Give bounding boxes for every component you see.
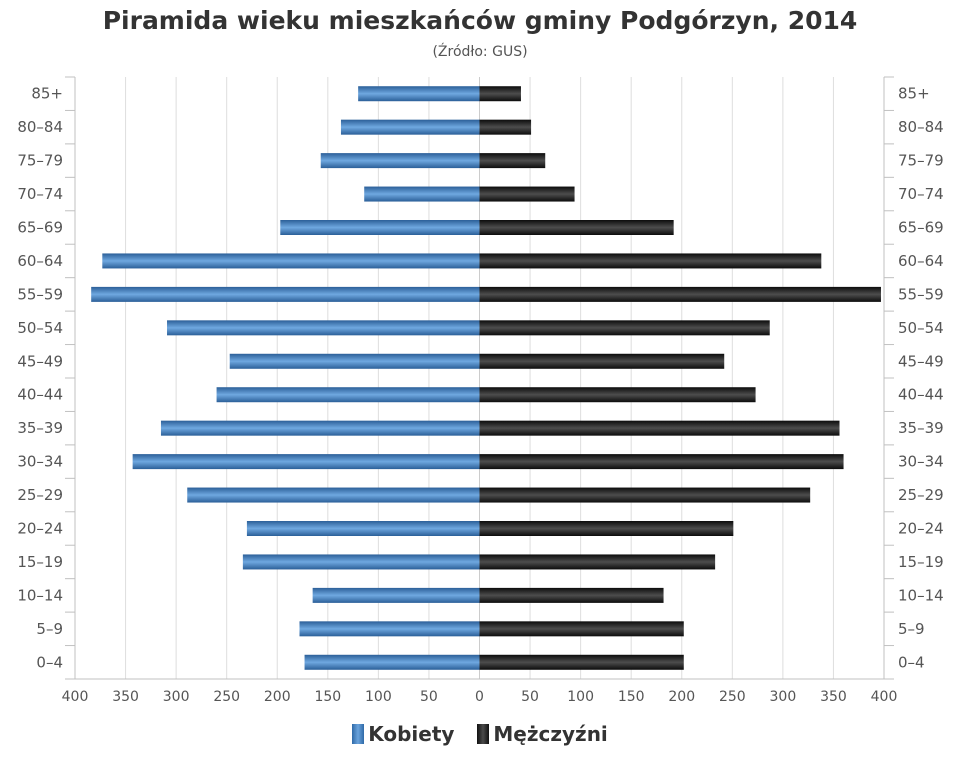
bar-mezczyzni bbox=[479, 286, 881, 302]
bar-mezczyzni bbox=[479, 353, 725, 369]
legend-swatch-mezczyzni bbox=[477, 724, 490, 744]
category-label-left: 15–19 bbox=[17, 553, 63, 571]
x-tick-label: 400 bbox=[871, 689, 898, 705]
bar-kobiety bbox=[91, 286, 480, 302]
bar-mezczyzni bbox=[479, 153, 546, 169]
category-label-left: 85+ bbox=[31, 85, 63, 103]
legend-label-kobiety: Kobiety bbox=[368, 722, 455, 746]
legend-item-mezczyzni[interactable]: Mężczyźni bbox=[477, 722, 608, 746]
category-label-right: 70–74 bbox=[898, 185, 944, 203]
bar-kobiety bbox=[132, 454, 480, 470]
x-tick-label: 200 bbox=[264, 689, 291, 705]
chart-subtitle: (Źródło: GUS) bbox=[432, 44, 528, 60]
category-label-right: 45–49 bbox=[898, 352, 944, 370]
category-label-left: 70–74 bbox=[17, 185, 63, 203]
category-label-right: 80–84 bbox=[898, 118, 944, 136]
category-label-left: 25–29 bbox=[17, 486, 63, 504]
category-label-right: 65–69 bbox=[898, 219, 944, 237]
category-label-right: 60–64 bbox=[898, 252, 944, 270]
bar-mezczyzni bbox=[479, 186, 575, 202]
x-tick-label: 300 bbox=[163, 689, 190, 705]
bar-kobiety bbox=[102, 253, 480, 269]
bar-mezczyzni bbox=[479, 119, 532, 135]
category-label-right: 85+ bbox=[898, 85, 930, 103]
bar-mezczyzni bbox=[479, 521, 734, 536]
category-label-left: 20–24 bbox=[17, 520, 63, 538]
category-label-left: 75–79 bbox=[17, 152, 63, 170]
category-label-left: 50–54 bbox=[17, 319, 63, 337]
legend-item-kobiety[interactable]: Kobiety bbox=[352, 722, 454, 746]
category-label-right: 0–4 bbox=[898, 653, 925, 671]
x-tick-label: 50 bbox=[420, 689, 438, 705]
chart-title: Piramida wieku mieszkańców gminy Podgórz… bbox=[102, 6, 858, 35]
bar-mezczyzni bbox=[479, 387, 756, 403]
x-tick-label: 50 bbox=[521, 689, 539, 705]
x-tick-label: 400 bbox=[62, 689, 89, 705]
category-label-right: 25–29 bbox=[898, 486, 944, 504]
bar-kobiety bbox=[299, 621, 480, 637]
bar-kobiety bbox=[216, 387, 480, 403]
bar-mezczyzni bbox=[479, 220, 674, 235]
x-tick-label: 0 bbox=[475, 689, 484, 705]
bar-mezczyzni bbox=[479, 253, 822, 269]
x-tick-label: 100 bbox=[567, 689, 594, 705]
bar-kobiety bbox=[160, 420, 480, 436]
bar-mezczyzni bbox=[479, 487, 811, 503]
x-tick-label: 100 bbox=[365, 689, 392, 705]
bar-mezczyzni bbox=[479, 621, 684, 637]
bar-kobiety bbox=[280, 220, 480, 235]
category-label-right: 35–39 bbox=[898, 419, 944, 437]
x-tick-label: 150 bbox=[314, 689, 341, 705]
legend-label-mezczyzni: Mężczyźni bbox=[493, 722, 608, 746]
category-label-left: 10–14 bbox=[17, 586, 63, 604]
category-label-right: 30–34 bbox=[898, 453, 944, 471]
bar-kobiety bbox=[242, 554, 480, 570]
category-label-left: 35–39 bbox=[17, 419, 63, 437]
x-tick-label: 250 bbox=[213, 689, 240, 705]
bar-mezczyzni bbox=[479, 587, 664, 603]
category-label-right: 10–14 bbox=[898, 586, 944, 604]
category-label-left: 30–34 bbox=[17, 453, 63, 471]
bar-kobiety bbox=[246, 521, 480, 536]
bar-kobiety bbox=[364, 186, 480, 202]
bar-kobiety bbox=[167, 320, 480, 336]
x-tick-label: 350 bbox=[112, 689, 139, 705]
category-label-left: 45–49 bbox=[17, 352, 63, 370]
category-label-right: 20–24 bbox=[898, 520, 944, 538]
bar-kobiety bbox=[320, 153, 480, 169]
bar-kobiety bbox=[187, 487, 480, 503]
category-label-left: 55–59 bbox=[17, 285, 63, 303]
x-tick-label: 300 bbox=[770, 689, 797, 705]
category-label-right: 75–79 bbox=[898, 152, 944, 170]
bar-kobiety bbox=[312, 587, 480, 603]
bar-mezczyzni bbox=[479, 654, 684, 670]
category-label-left: 0–4 bbox=[36, 653, 63, 671]
category-label-left: 60–64 bbox=[17, 252, 63, 270]
bar-mezczyzni bbox=[479, 554, 716, 570]
category-label-right: 55–59 bbox=[898, 285, 944, 303]
category-label-left: 65–69 bbox=[17, 219, 63, 237]
bar-kobiety bbox=[340, 119, 480, 135]
category-label-right: 40–44 bbox=[898, 386, 944, 404]
x-tick-label: 150 bbox=[618, 689, 645, 705]
bar-mezczyzni bbox=[479, 320, 770, 336]
chart-legend: Kobiety Mężczyźni bbox=[0, 722, 960, 749]
bar-mezczyzni bbox=[479, 86, 521, 102]
x-tick-label: 250 bbox=[719, 689, 746, 705]
category-label-right: 50–54 bbox=[898, 319, 944, 337]
legend-swatch-kobiety bbox=[352, 724, 365, 744]
bar-kobiety bbox=[358, 86, 480, 102]
bar-kobiety bbox=[229, 353, 480, 369]
category-label-left: 80–84 bbox=[17, 118, 63, 136]
category-label-left: 5–9 bbox=[36, 620, 63, 638]
x-tick-label: 350 bbox=[820, 689, 847, 705]
category-label-left: 40–44 bbox=[17, 386, 63, 404]
bar-mezczyzni bbox=[479, 454, 844, 470]
category-label-right: 15–19 bbox=[898, 553, 944, 571]
bar-kobiety bbox=[304, 654, 480, 670]
bar-mezczyzni bbox=[479, 420, 840, 436]
x-tick-label: 200 bbox=[668, 689, 695, 705]
category-label-right: 5–9 bbox=[898, 620, 925, 638]
